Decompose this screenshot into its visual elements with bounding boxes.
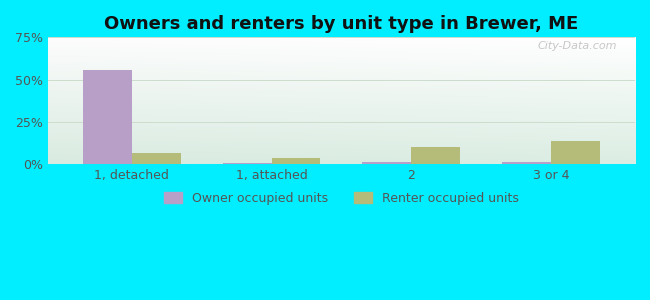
Bar <box>83 70 132 164</box>
Text: City-Data.com: City-Data.com <box>538 41 617 51</box>
Bar <box>551 140 600 164</box>
Bar <box>222 163 272 164</box>
Bar <box>363 162 411 164</box>
Bar <box>411 147 460 164</box>
Legend: Owner occupied units, Renter occupied units: Owner occupied units, Renter occupied un… <box>157 186 525 211</box>
Bar <box>502 162 551 164</box>
Bar <box>132 153 181 164</box>
Title: Owners and renters by unit type in Brewer, ME: Owners and renters by unit type in Brewe… <box>104 15 578 33</box>
Bar <box>272 158 320 164</box>
